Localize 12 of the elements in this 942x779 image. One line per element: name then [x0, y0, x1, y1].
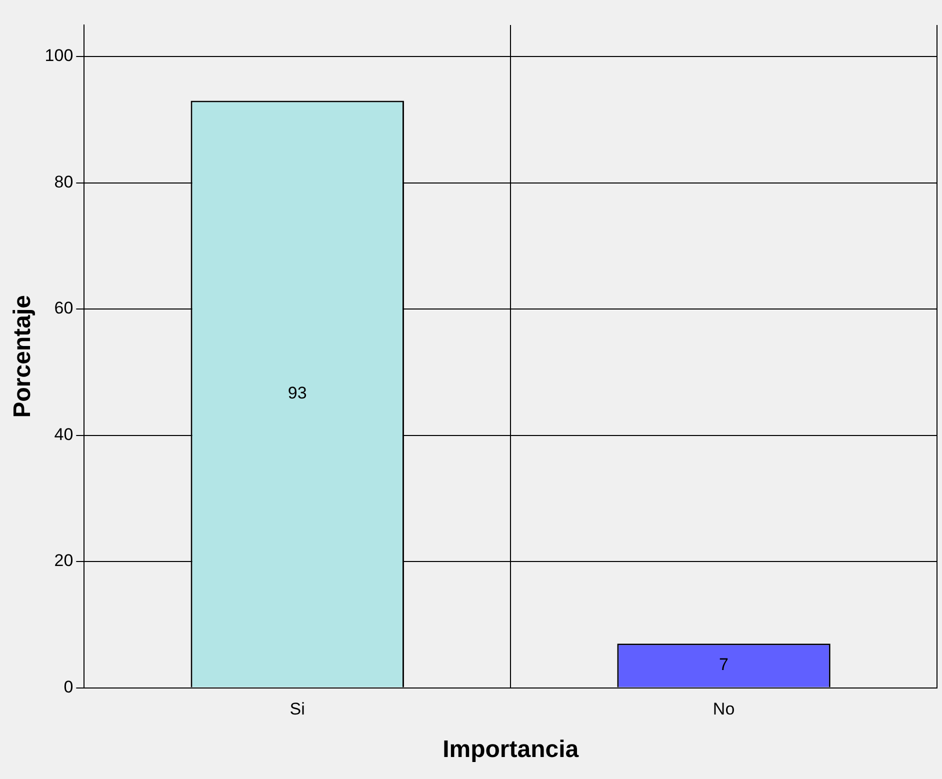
x-tick-label: Si — [290, 700, 305, 719]
y-tick-label: 60 — [54, 298, 74, 318]
x-axis-title: Importancia — [442, 736, 580, 764]
y-tick-label: 0 — [64, 677, 74, 696]
y-axis-title: Porcentaje — [9, 295, 36, 418]
y-tick-label: 80 — [54, 172, 74, 192]
x-tick-label: No — [712, 700, 735, 719]
data-label: 7 — [719, 655, 729, 674]
y-tick-label: 40 — [54, 424, 74, 444]
data-label: 93 — [288, 384, 307, 403]
y-tick-label: 20 — [54, 551, 74, 570]
y-tick-label: 100 — [44, 46, 74, 66]
